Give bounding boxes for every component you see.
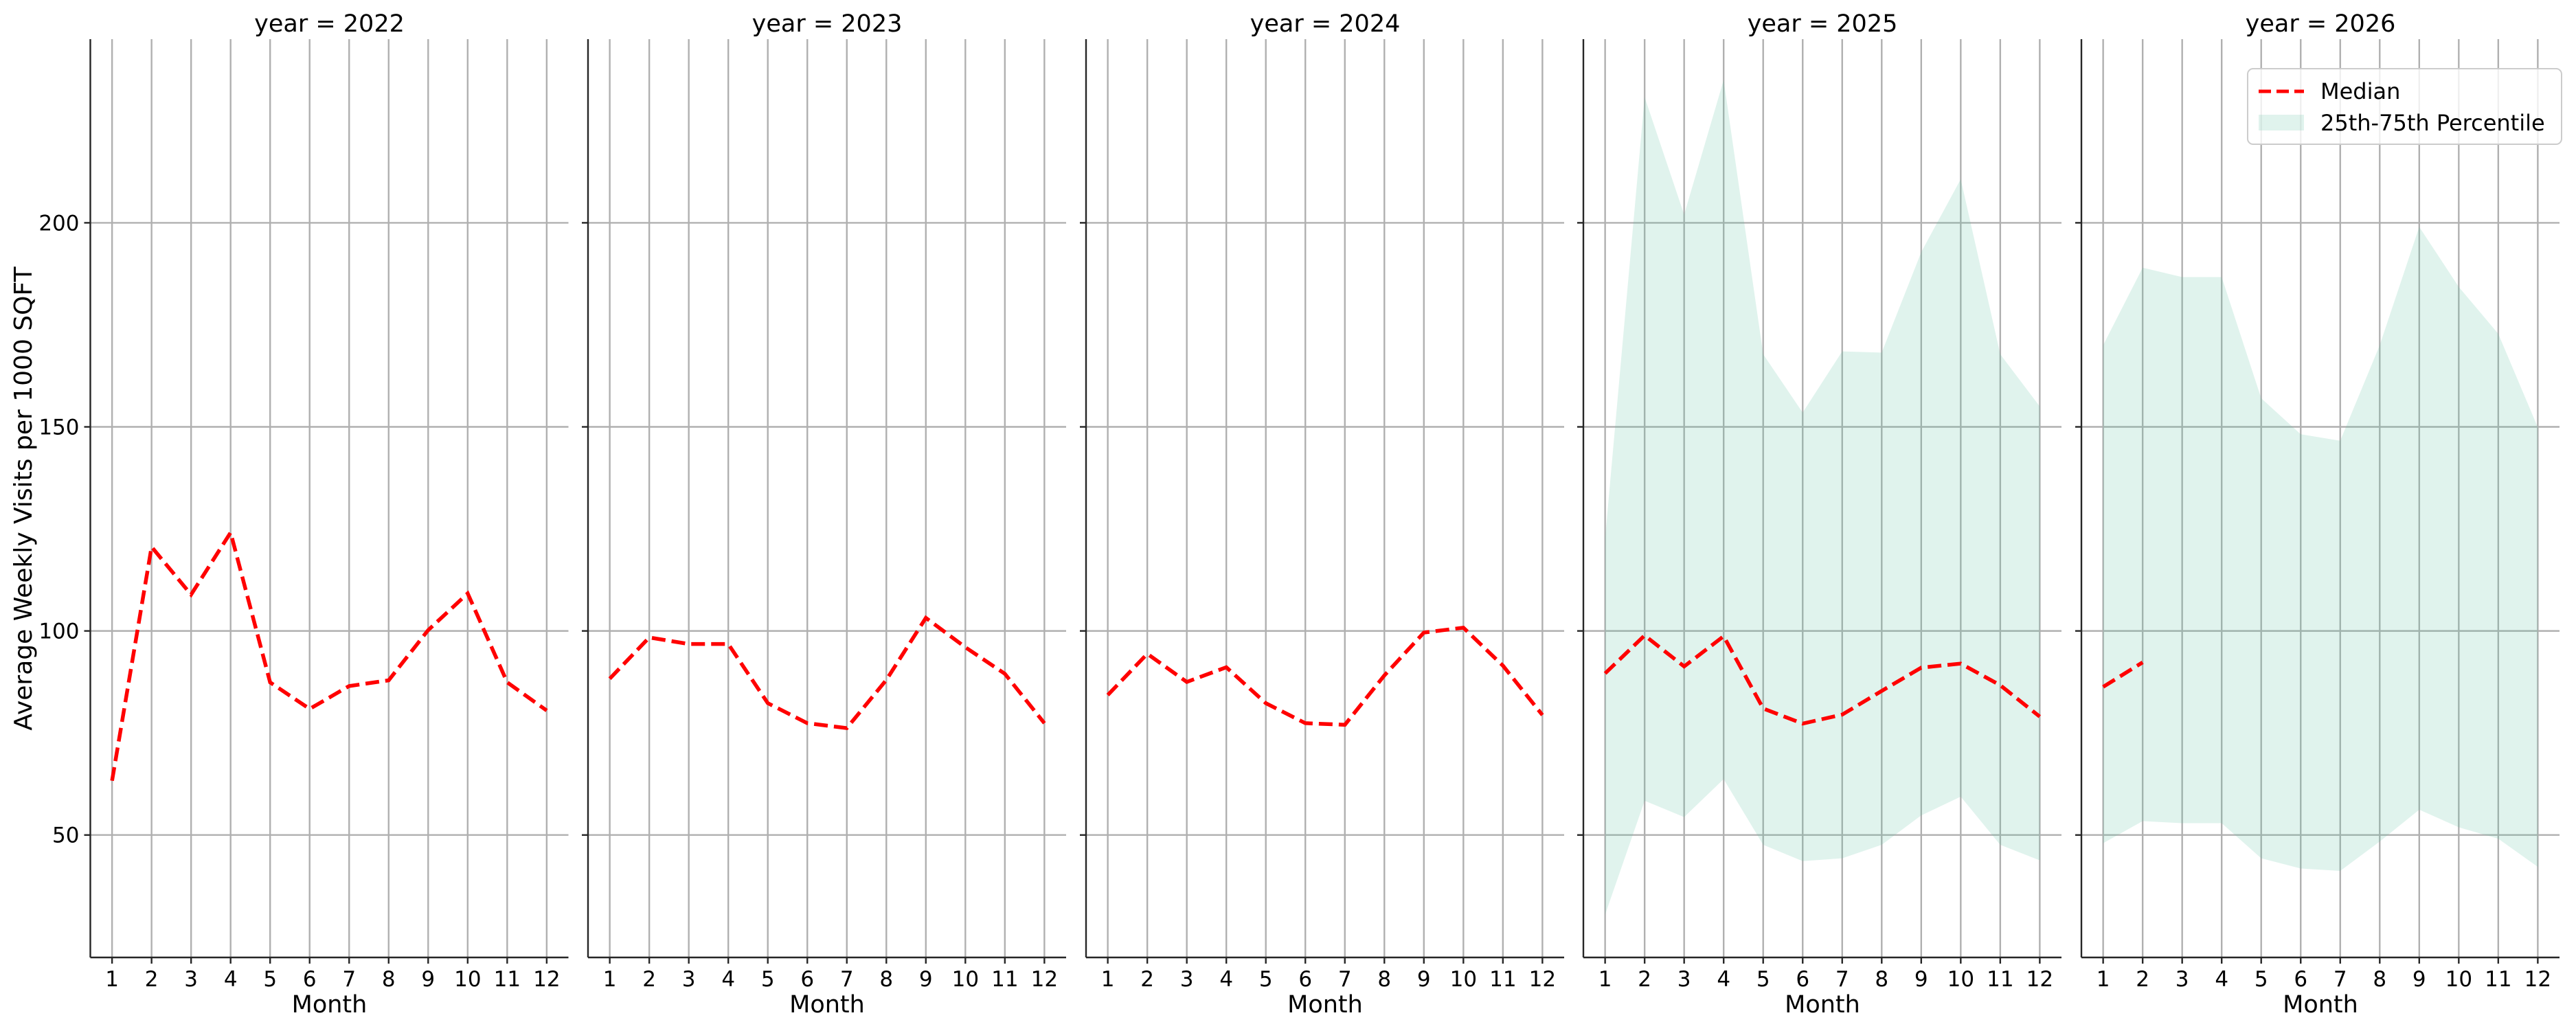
x-tick-label: 6: [2294, 967, 2307, 992]
x-tick-label: 4: [2215, 967, 2228, 992]
x-tick-label: 5: [263, 967, 277, 992]
x-tick-label: 4: [1219, 967, 1233, 992]
legend-band-label: 25th-75th Percentile: [2320, 110, 2545, 136]
percentile-band: [1605, 80, 2040, 914]
x-tick-label: 10: [2445, 967, 2472, 992]
x-tick-label: 7: [840, 967, 854, 992]
median-line: [1108, 628, 1543, 725]
x-tick-label: 3: [2176, 967, 2189, 992]
x-axis-label: Month: [789, 991, 865, 1019]
x-tick-label: 1: [1101, 967, 1115, 992]
x-tick-label: 10: [952, 967, 979, 992]
legend-median-label: Median: [2320, 78, 2400, 104]
x-tick-label: 10: [1450, 967, 1477, 992]
x-tick-label: 8: [879, 967, 893, 992]
x-tick-label: 11: [494, 967, 521, 992]
x-tick-label: 6: [800, 967, 814, 992]
x-tick-label: 1: [105, 967, 119, 992]
x-tick-label: 1: [1598, 967, 1612, 992]
x-axis-label: Month: [2283, 991, 2358, 1019]
x-tick-label: 1: [603, 967, 617, 992]
x-tick-label: 10: [1947, 967, 1974, 992]
x-tick-label: 8: [2373, 967, 2386, 992]
y-tick-label: 50: [52, 824, 79, 848]
x-tick-label: 11: [1987, 967, 2013, 992]
x-tick-label: 2: [1140, 967, 1154, 992]
y-tick-label: 150: [38, 416, 79, 440]
x-tick-label: 6: [1796, 967, 1809, 992]
x-tick-label: 12: [2524, 967, 2551, 992]
x-tick-label: 7: [1835, 967, 1849, 992]
x-tick-label: 11: [2485, 967, 2511, 992]
x-tick-label: 9: [2413, 967, 2426, 992]
x-tick-label: 2: [1638, 967, 1651, 992]
x-tick-label: 12: [533, 967, 560, 992]
y-axis-label: Average Weekly Visits per 1000 SQFT: [10, 266, 38, 730]
percentile-band: [2103, 227, 2538, 871]
x-tick-label: 4: [224, 967, 238, 992]
x-tick-label: 6: [303, 967, 317, 992]
x-axis-label: Month: [1287, 991, 1363, 1019]
panel-title: year = 2022: [254, 10, 405, 38]
x-tick-label: 2: [145, 967, 159, 992]
x-tick-label: 1: [2097, 967, 2110, 992]
median-line: [610, 618, 1045, 728]
x-axis-label: Month: [1785, 991, 1860, 1019]
x-tick-label: 11: [991, 967, 1018, 992]
x-tick-label: 2: [642, 967, 656, 992]
x-tick-label: 9: [919, 967, 933, 992]
x-tick-label: 5: [1259, 967, 1273, 992]
y-tick-label: 200: [38, 211, 79, 236]
x-tick-label: 9: [421, 967, 435, 992]
x-tick-label: 8: [1875, 967, 1888, 992]
x-tick-label: 4: [1717, 967, 1730, 992]
x-tick-label: 9: [1417, 967, 1431, 992]
panel-title: year = 2025: [1748, 10, 1898, 38]
x-tick-label: 7: [1338, 967, 1352, 992]
panel-title: year = 2023: [752, 10, 903, 38]
x-tick-label: 8: [1377, 967, 1391, 992]
x-tick-label: 9: [1914, 967, 1928, 992]
x-tick-label: 8: [382, 967, 396, 992]
x-tick-label: 3: [682, 967, 696, 992]
x-axis-label: Month: [292, 991, 368, 1019]
x-tick-label: 6: [1298, 967, 1312, 992]
x-tick-label: 12: [1031, 967, 1058, 992]
x-tick-label: 4: [721, 967, 735, 992]
x-tick-label: 11: [1489, 967, 1516, 992]
y-tick-label: 100: [38, 620, 79, 644]
median-line: [112, 532, 547, 780]
x-tick-label: 7: [342, 967, 356, 992]
x-tick-label: 12: [2026, 967, 2053, 992]
x-tick-label: 5: [1756, 967, 1770, 992]
x-tick-label: 3: [1677, 967, 1691, 992]
legend-band-swatch: [2259, 115, 2304, 130]
legend: Median 25th-75th Percentile: [2248, 69, 2562, 144]
panel-title: year = 2024: [1250, 10, 1401, 38]
panel-title: year = 2026: [2246, 10, 2396, 38]
x-tick-label: 5: [2255, 967, 2268, 992]
x-tick-label: 10: [454, 967, 481, 992]
x-tick-label: 5: [761, 967, 775, 992]
x-tick-label: 3: [184, 967, 198, 992]
x-tick-label: 12: [1529, 967, 1556, 992]
x-tick-label: 2: [2136, 967, 2149, 992]
x-tick-label: 7: [2334, 967, 2347, 992]
x-tick-label: 3: [1180, 967, 1194, 992]
